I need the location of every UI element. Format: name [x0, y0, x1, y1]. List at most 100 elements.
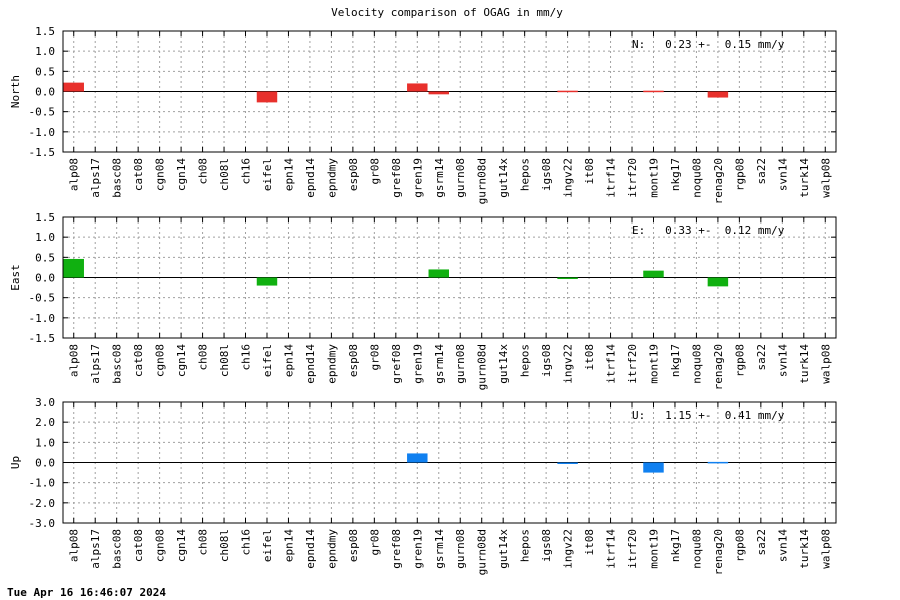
xtick-label: renag20: [712, 344, 725, 390]
xtick-label: epndmy: [325, 529, 338, 569]
bar-mont19: [643, 90, 664, 93]
ytick-label: -0.5: [29, 292, 56, 305]
chart-title: Velocity comparison of OGAG in mm/y: [331, 6, 563, 19]
ytick-label: -0.5: [29, 106, 56, 119]
xtick-label: itrf14: [605, 529, 618, 569]
bar-gren19: [407, 83, 428, 92]
xtick-label: itrf20: [626, 529, 639, 569]
xtick-label: it08: [583, 158, 596, 185]
bar-gsrm14: [428, 91, 449, 95]
xtick-label: gr08: [368, 158, 381, 185]
bar-eifel: [256, 91, 278, 103]
xtick-label: basc08: [111, 158, 124, 198]
xtick-label: ch08l: [218, 344, 231, 377]
xtick-label: gut14x: [497, 344, 510, 384]
xtick-label: gren19: [411, 344, 424, 384]
xtick-label: gurn08: [454, 344, 467, 384]
xtick-label: cat08: [132, 158, 145, 191]
xtick-label: eifel: [261, 344, 274, 377]
xtick-label: turk14: [798, 529, 811, 569]
xtick-label: epndmy: [325, 158, 338, 198]
xtick-label: cgn08: [154, 344, 167, 377]
xtick-label: gren19: [411, 158, 424, 198]
ytick-label: -1.5: [29, 332, 56, 345]
bar-renag20: [707, 91, 729, 98]
xtick-label: gurn08d: [476, 344, 489, 390]
xtick-label: it08: [583, 529, 596, 556]
xtick-label: ch08l: [218, 158, 231, 191]
xtick-label: walp08: [819, 529, 832, 569]
xtick-label: epndmy: [325, 344, 338, 384]
ytick-label: 1.0: [35, 436, 55, 449]
xtick-label: igs08: [540, 344, 553, 377]
ytick-label: -2.0: [29, 497, 56, 510]
xtick-label: nkg17: [669, 529, 682, 562]
bar-alp08: [63, 82, 84, 92]
ytick-label: -1.0: [29, 477, 56, 490]
xtick-label: epn14: [282, 529, 295, 562]
ytick-label: -1.0: [29, 126, 56, 139]
xtick-label: rgp08: [733, 529, 746, 562]
xtick-label: alps17: [89, 344, 102, 384]
xtick-label: ch08: [197, 158, 210, 185]
xtick-label: gsrm14: [433, 529, 446, 569]
xtick-label: rgp08: [733, 158, 746, 191]
xtick-label: epnd14: [304, 529, 317, 569]
xtick-label: turk14: [798, 158, 811, 198]
bar-mont19: [643, 462, 664, 473]
plot-frame: [62, 30, 837, 153]
xtick-label: ch16: [240, 158, 253, 185]
ytick-label: -3.0: [29, 517, 56, 530]
panel-east: 1.5 1.0 0.5 0.0 -0.5 -1.0 -1.5 alp08 alps17 basc0…: [9, 211, 837, 390]
ytick-label: 1.0: [35, 231, 55, 244]
xtick-label: ch08: [197, 529, 210, 556]
xtick-label: gsrm14: [433, 344, 446, 384]
xtick-label: epnd14: [304, 158, 317, 198]
xtick-label: hepos: [519, 158, 532, 191]
xtick-label: gsrm14: [433, 158, 446, 198]
xtick-label: walp08: [819, 158, 832, 198]
xtick-label: esp08: [347, 344, 360, 377]
ylabel: Up: [9, 456, 22, 469]
xtick-label: ingv22: [562, 344, 575, 384]
xtick-label: gurn08: [454, 529, 467, 569]
ytick-label: 1.0: [35, 45, 55, 58]
xtick-label: gref08: [390, 529, 403, 569]
xtick-label: gref08: [390, 344, 403, 384]
xtick-label: gr08: [368, 529, 381, 556]
xtick-label: epn14: [282, 158, 295, 191]
xtick-label: ch16: [240, 529, 253, 556]
bar-renag20: [707, 461, 729, 464]
xtick-label: noqu08: [690, 158, 703, 198]
bar-eifel: [256, 277, 278, 286]
ytick-label: 3.0: [35, 396, 55, 409]
ytick-label: -1.0: [29, 312, 56, 325]
bar-ingv22: [557, 277, 578, 279]
xtick-label: esp08: [347, 158, 360, 191]
xtick-label: svn14: [776, 529, 789, 562]
bar-alp08: [63, 258, 84, 278]
summary-label: E: 0.33 +- 0.12 mm/y: [632, 224, 785, 237]
bar-gsrm14: [428, 269, 449, 278]
panel-up: 3.0 2.0 1.0 0.0 -1.0 -2.0 -3.0 alp08 alps17 basc0…: [9, 396, 837, 575]
xtick-label: renag20: [712, 158, 725, 204]
xtick-label: alp08: [68, 158, 81, 191]
xtick-label: sa22: [755, 158, 768, 185]
xtick-label: cgn14: [175, 158, 188, 191]
summary-label: U: 1.15 +- 0.41 mm/y: [632, 409, 785, 422]
xtick-label: cgn08: [154, 529, 167, 562]
xtick-label: hepos: [519, 344, 532, 377]
xtick-label: itrf20: [626, 158, 639, 198]
xtick-label: itrf14: [605, 344, 618, 384]
xtick-label: nkg17: [669, 344, 682, 377]
xtick-label: cat08: [132, 529, 145, 562]
ytick-label: -1.5: [29, 146, 56, 159]
ytick-label: 2.0: [35, 416, 55, 429]
bar-renag20: [707, 277, 729, 287]
plot-frame: [62, 401, 837, 524]
ytick-label: 1.5: [35, 25, 55, 38]
ylabel: East: [9, 264, 22, 291]
xtick-label: eifel: [261, 158, 274, 191]
ytick-label: 0.5: [35, 65, 55, 78]
xtick-label: gren19: [411, 529, 424, 569]
